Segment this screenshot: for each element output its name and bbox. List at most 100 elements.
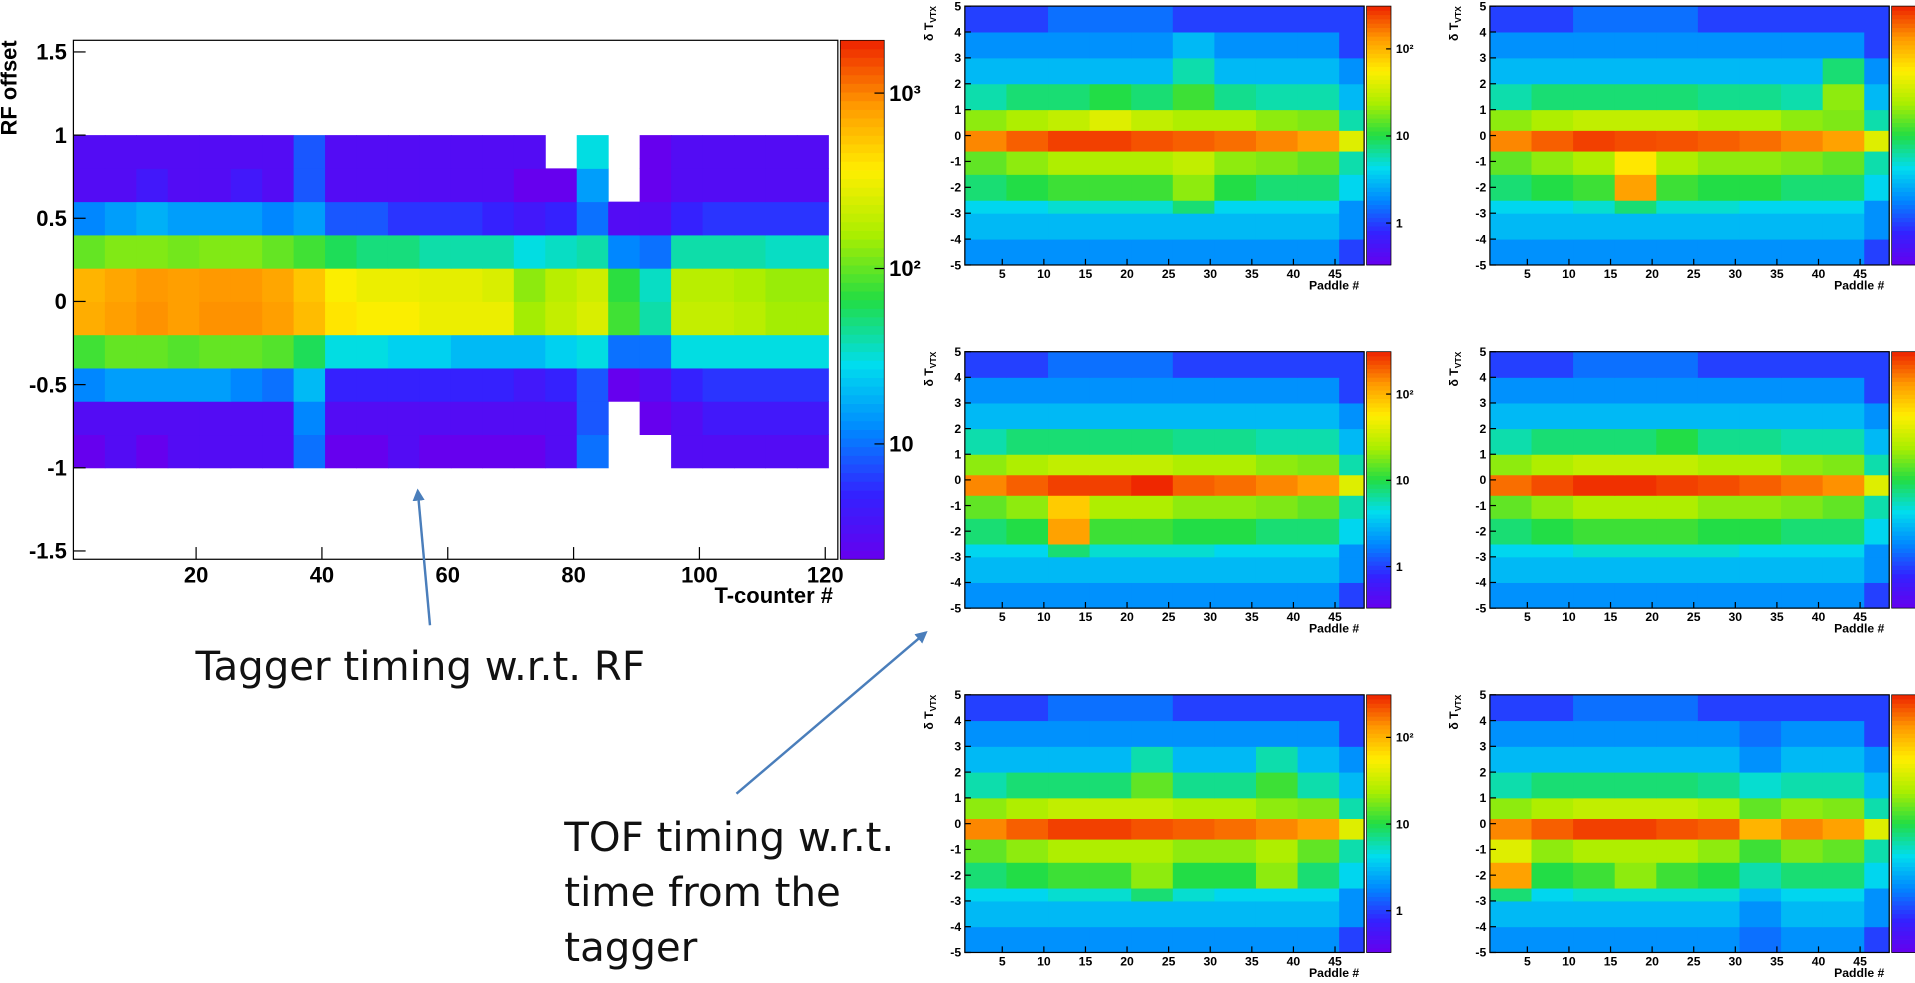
heatmap-cell (293, 135, 326, 169)
colorbar-band (1366, 239, 1391, 244)
colorbar-tick-label: 1 (1396, 560, 1403, 574)
heatmap-cell (1573, 900, 1616, 928)
heatmap-cell (1656, 428, 1699, 455)
y-axis-label-sub: VTX (928, 351, 938, 368)
colorbar-band (1366, 578, 1391, 583)
colorbar-band (1366, 70, 1391, 76)
heatmap-cell (1781, 926, 1824, 953)
heatmap-cell (293, 301, 326, 336)
heatmap-cell (1255, 57, 1299, 85)
heatmap-cell (964, 151, 1007, 175)
colorbar-band (1891, 802, 1915, 807)
heatmap-cell (1048, 900, 1091, 928)
heatmap-cell (1131, 582, 1174, 609)
colorbar-band (1891, 381, 1915, 387)
y-tick-label: 1.5 (36, 40, 67, 65)
heatmap-cell (1697, 582, 1740, 609)
heatmap-cell (1489, 31, 1532, 59)
heatmap-cell (167, 268, 200, 302)
colorbar-band (1366, 892, 1391, 898)
colorbar-band (1366, 492, 1391, 498)
heatmap-cell (964, 83, 1007, 111)
colorbar-band (1891, 896, 1915, 902)
colorbar-band (1891, 118, 1915, 123)
heatmap-cell (1339, 428, 1365, 455)
heatmap-cell (293, 434, 326, 469)
heatmap-cell (1739, 888, 1782, 902)
heatmap-cell (576, 135, 609, 169)
heatmap-cell (1614, 200, 1657, 214)
heatmap-cell (1214, 797, 1257, 819)
colorbar-band (1891, 836, 1915, 842)
heatmap-cell (1214, 474, 1257, 496)
heatmap-cell (608, 301, 641, 336)
heatmap-cell (450, 234, 483, 269)
heatmap-cell (1297, 130, 1340, 152)
heatmap-cell (964, 746, 1007, 773)
heatmap-cell (1531, 174, 1574, 201)
y-tick-label: 1 (954, 103, 961, 117)
colorbar-band (1366, 733, 1391, 739)
heatmap-cell (1739, 746, 1782, 773)
heatmap-cell (734, 268, 766, 302)
colorbar-band (1891, 217, 1915, 223)
heatmap-cell (1739, 495, 1782, 519)
heatmap-cell (765, 234, 798, 269)
heatmap-cell (765, 168, 798, 203)
colorbar-band (1891, 437, 1915, 442)
colorbar-band (1366, 139, 1391, 145)
heatmap-cell (1573, 454, 1616, 476)
heatmap-cell (1656, 888, 1699, 902)
colorbar-band (840, 516, 885, 526)
heatmap-cell (1255, 862, 1299, 889)
colorbar-band (1366, 767, 1391, 773)
colorbar-band (840, 126, 885, 136)
heatmap-cell (73, 434, 106, 469)
y-axis-label-main: δ T (922, 22, 936, 41)
heatmap-cell (1781, 454, 1824, 476)
heatmap-cell (1489, 83, 1532, 111)
colorbar-band (1366, 832, 1391, 837)
colorbar-band (1366, 458, 1391, 464)
heatmap-cell (1656, 495, 1699, 519)
heatmap-cell (639, 301, 672, 336)
colorbar-band (1891, 892, 1915, 898)
heatmap-cell (387, 434, 420, 469)
heatmap-cell (293, 168, 326, 203)
colorbar-band (1366, 415, 1391, 421)
heatmap-cell (1614, 402, 1657, 430)
heatmap-cell (262, 234, 295, 269)
colorbar-band (1366, 905, 1391, 910)
heatmap-cell (513, 334, 546, 369)
colorbar-band (1891, 226, 1915, 231)
heatmap-cell (230, 301, 263, 336)
colorbar-band (1891, 544, 1915, 549)
colorbar-band (1891, 509, 1915, 515)
heatmap-cell (796, 334, 829, 369)
heatmap-cell (671, 201, 704, 236)
heatmap-cell (1489, 377, 1532, 404)
colorbar-frame (839, 39, 885, 560)
heatmap-cell (1048, 694, 1091, 722)
heatmap-cell (1006, 6, 1049, 33)
heatmap-cell (136, 135, 169, 169)
colorbar-band (1891, 699, 1915, 704)
heatmap-cell (545, 168, 578, 203)
heatmap-cell (1172, 839, 1215, 863)
colorbar-band (840, 299, 885, 309)
heatmap-cell (1739, 926, 1782, 953)
heatmap-cell (1255, 772, 1299, 799)
heatmap-cell (1255, 377, 1299, 404)
heatmap-cell (1048, 556, 1091, 583)
colorbar-band (1366, 759, 1391, 764)
colorbar-band (1891, 131, 1915, 136)
heatmap-cell (1339, 151, 1365, 175)
colorbar-band (1366, 355, 1391, 361)
heatmap-cell (1297, 57, 1340, 85)
colorbar-band (840, 195, 885, 206)
colorbar-band (1366, 226, 1391, 231)
heatmap-cell (1131, 518, 1174, 545)
heatmap-cell (1172, 582, 1215, 609)
colorbar-band (1891, 569, 1915, 575)
colorbar-band (1366, 213, 1391, 218)
